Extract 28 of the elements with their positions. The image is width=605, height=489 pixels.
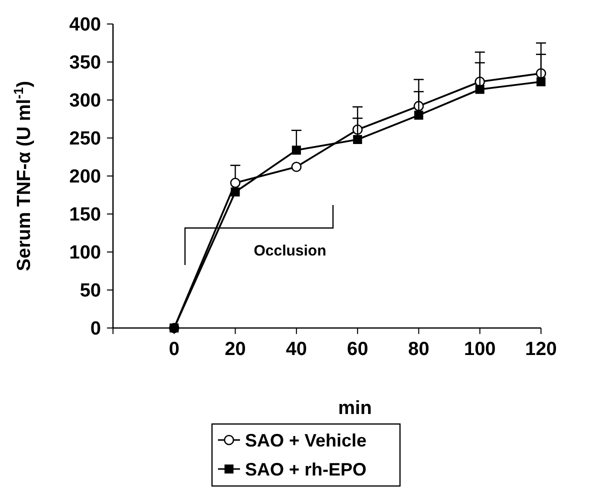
x-tick-label: 100: [464, 339, 496, 360]
y-tick-label: 150: [69, 204, 101, 226]
point: [230, 178, 240, 188]
x-axis-title: min: [338, 398, 372, 419]
x-tick-label: 20: [224, 339, 246, 360]
point: [475, 84, 484, 94]
y-tick-label: 400: [69, 14, 101, 36]
x-tick-label: 80: [408, 339, 430, 360]
x-tick-label: 0: [168, 339, 180, 360]
point: [536, 77, 546, 86]
y-tick-label: 0: [90, 318, 101, 340]
x-tick-label: 60: [347, 339, 368, 360]
y-tick-label: 350: [69, 52, 101, 74]
x-tick-label: 40: [286, 339, 307, 360]
legend-label: SAO + Vehicle: [245, 430, 367, 450]
y-tick-label: 100: [69, 242, 101, 264]
point: [353, 135, 362, 144]
y-tick-label: 300: [69, 90, 101, 112]
point: [292, 146, 301, 155]
legend-label: SAO + rh-EPO: [245, 459, 367, 480]
point: [291, 162, 302, 172]
x-tick-label: 120: [525, 339, 557, 360]
y-tick-label: 200: [69, 166, 101, 188]
point: [230, 187, 240, 196]
y-tick-label: 250: [69, 128, 101, 150]
y-tick-label: 50: [80, 280, 101, 302]
annotation: Occlusion: [254, 242, 326, 260]
point: [414, 110, 424, 120]
